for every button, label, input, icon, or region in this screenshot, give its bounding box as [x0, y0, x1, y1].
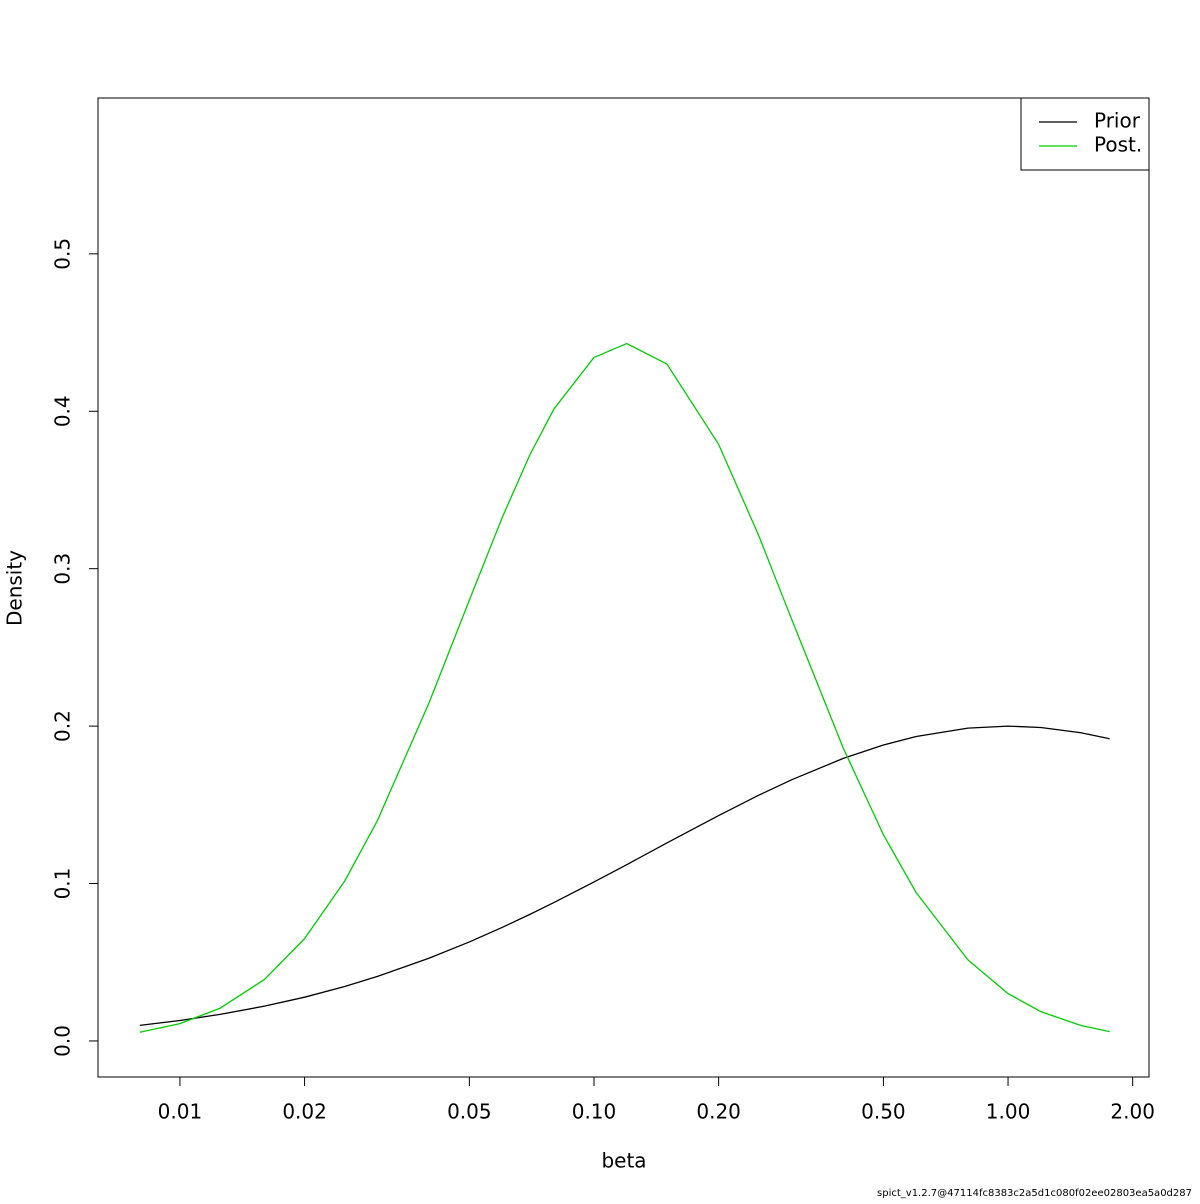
x-tick-label: 1.00 — [986, 1100, 1031, 1124]
data-line — [139, 725, 1110, 1027]
legend-label: Prior — [1094, 109, 1141, 133]
x-tick-label: 2.00 — [1110, 1100, 1155, 1124]
y-tick-label: 0.0 — [51, 1025, 75, 1057]
x-tick-label: 0.02 — [282, 1100, 327, 1124]
footnote: spict_v1.2.7@47114fc8383c2a5d1c080f02ee0… — [877, 1188, 1192, 1199]
y-tick-label: 0.5 — [51, 238, 75, 270]
legend-label: Post. — [1094, 133, 1142, 157]
x-tick-label: 0.10 — [572, 1100, 617, 1124]
y-tick-label: 0.2 — [51, 710, 75, 742]
x-tick-label: 0.05 — [447, 1100, 492, 1124]
y-axis-label: Density — [3, 550, 27, 626]
x-tick-label: 0.20 — [696, 1100, 741, 1124]
plot-frame — [97, 97, 1150, 1078]
x-tick-label: 0.01 — [158, 1100, 203, 1124]
x-axis-label: beta — [601, 1149, 646, 1173]
y-tick-label: 0.4 — [51, 395, 75, 427]
legend-box — [1020, 97, 1150, 171]
x-tick-label: 0.50 — [861, 1100, 906, 1124]
data-line — [139, 342, 1110, 1033]
y-tick-label: 0.3 — [51, 553, 75, 585]
y-tick-label: 0.1 — [51, 868, 75, 900]
